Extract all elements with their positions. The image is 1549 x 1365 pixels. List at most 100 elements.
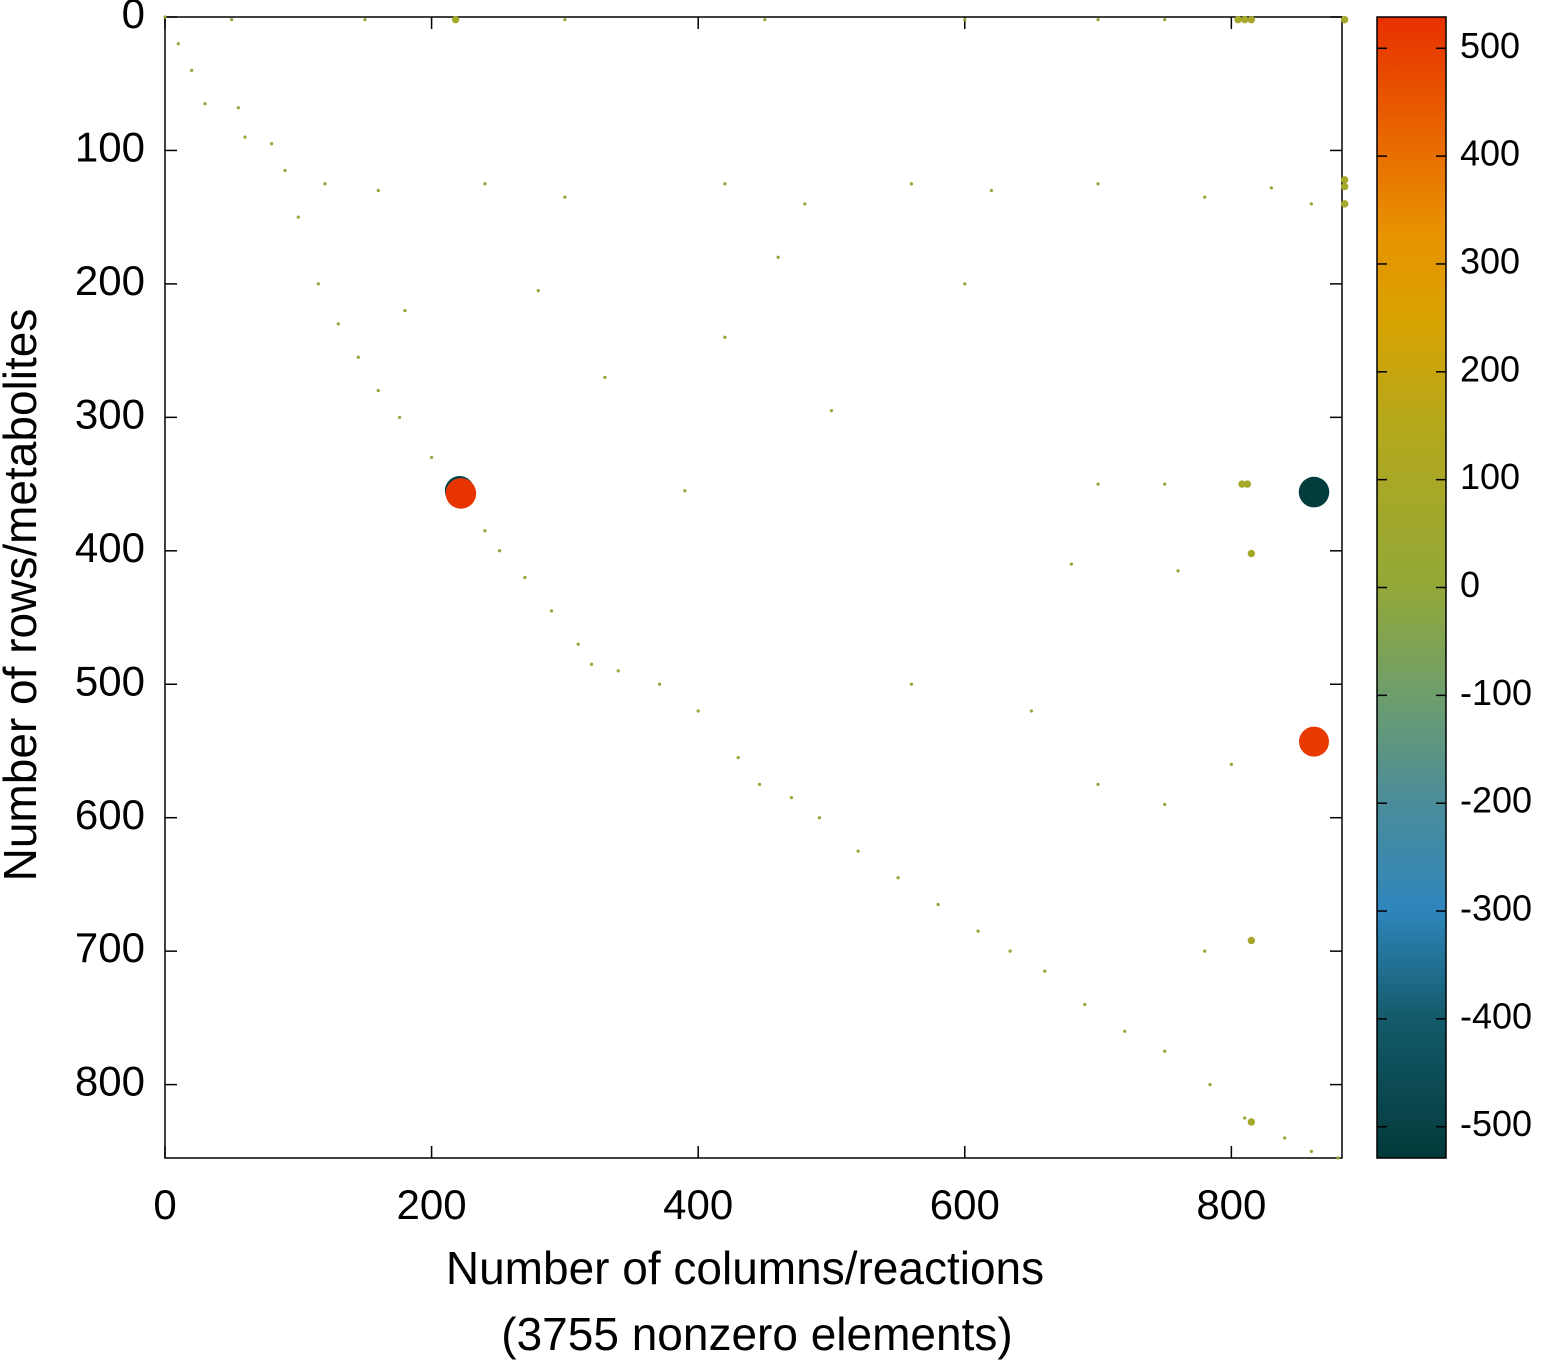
point	[1096, 18, 1100, 22]
point	[803, 202, 807, 206]
point	[757, 782, 762, 786]
x-label: (3755 nonzero elements)	[501, 1308, 1012, 1360]
colorbar-tick-label: 400	[1460, 133, 1520, 174]
point	[1269, 186, 1273, 190]
point	[603, 375, 607, 379]
point	[376, 389, 380, 393]
point	[589, 662, 594, 666]
colorbar-tick-label: 300	[1460, 240, 1520, 281]
point	[1340, 176, 1349, 184]
point	[696, 709, 700, 713]
point	[1247, 15, 1256, 24]
point	[203, 102, 207, 106]
point	[376, 188, 380, 193]
point	[763, 18, 767, 22]
y-tick-label: 200	[75, 257, 145, 304]
colorbar	[1376, 16, 1447, 1159]
point	[1309, 1149, 1313, 1153]
y-label: Number of rows/metabolites	[0, 309, 46, 882]
point	[1083, 1002, 1087, 1007]
point	[1203, 195, 1207, 199]
point	[523, 575, 527, 580]
colorbar-tick-label: 500	[1460, 25, 1520, 66]
colorbar-tick-label: -400	[1460, 995, 1532, 1036]
colorbar-tick-label: -100	[1460, 672, 1532, 713]
point	[283, 168, 287, 173]
point	[176, 42, 180, 46]
point	[1163, 802, 1167, 806]
colorbar-tick-label: -200	[1460, 780, 1532, 821]
point	[1123, 1029, 1127, 1033]
point	[445, 478, 477, 509]
point	[856, 849, 860, 853]
point	[1243, 1116, 1247, 1120]
point	[989, 188, 994, 193]
point	[1163, 18, 1167, 22]
point	[976, 929, 980, 933]
x-tick-label: 400	[663, 1181, 733, 1228]
point	[1247, 936, 1256, 945]
point	[1247, 1118, 1256, 1126]
point	[236, 106, 240, 110]
x-tick-label: 200	[397, 1181, 467, 1228]
colorbar-tick-label: 0	[1460, 564, 1480, 605]
point	[1043, 969, 1047, 973]
point	[1203, 949, 1207, 953]
point	[963, 282, 967, 286]
point	[429, 455, 434, 460]
y-tick-label: 700	[75, 924, 145, 971]
point	[936, 902, 940, 907]
point	[896, 876, 900, 880]
point	[776, 255, 780, 259]
point	[1298, 726, 1330, 757]
point	[549, 609, 554, 613]
colorbar-tick-label: -500	[1460, 1103, 1532, 1144]
point	[497, 549, 502, 553]
point	[1163, 482, 1167, 486]
point	[1238, 480, 1246, 488]
point	[163, 15, 167, 19]
point	[683, 489, 687, 493]
point	[403, 308, 407, 313]
point	[576, 642, 580, 646]
point	[1340, 182, 1349, 191]
point	[1340, 200, 1349, 208]
point	[789, 796, 794, 800]
point	[909, 682, 914, 686]
point	[723, 335, 727, 339]
x-tick-label: 0	[153, 1181, 176, 1228]
point	[243, 135, 247, 139]
point	[1243, 480, 1252, 488]
point	[1229, 762, 1233, 766]
point	[1096, 782, 1100, 786]
point	[1208, 1082, 1212, 1087]
point	[1340, 15, 1349, 24]
colorbar-tick-label: 100	[1460, 456, 1520, 497]
point	[536, 288, 540, 293]
point	[1336, 1156, 1340, 1160]
point	[563, 18, 567, 22]
y-tick-label: 400	[75, 524, 145, 571]
y-tick-label: 800	[75, 1058, 145, 1105]
point	[363, 18, 367, 22]
point	[451, 15, 460, 24]
point	[1247, 549, 1256, 558]
point	[1096, 182, 1100, 186]
point	[657, 682, 662, 686]
point	[909, 182, 914, 186]
point	[296, 215, 300, 219]
point	[736, 756, 740, 760]
point	[483, 182, 487, 186]
colorbar-tick-label: -300	[1460, 888, 1532, 929]
point	[190, 68, 194, 73]
point	[563, 195, 567, 199]
point	[230, 18, 234, 22]
point	[829, 409, 834, 413]
x-label: Number of columns/reactions	[446, 1242, 1044, 1294]
plot-frame	[164, 16, 1343, 1159]
point	[336, 322, 340, 326]
y-tick-label: 0	[122, 0, 145, 37]
point	[963, 18, 967, 22]
point	[1234, 15, 1242, 24]
